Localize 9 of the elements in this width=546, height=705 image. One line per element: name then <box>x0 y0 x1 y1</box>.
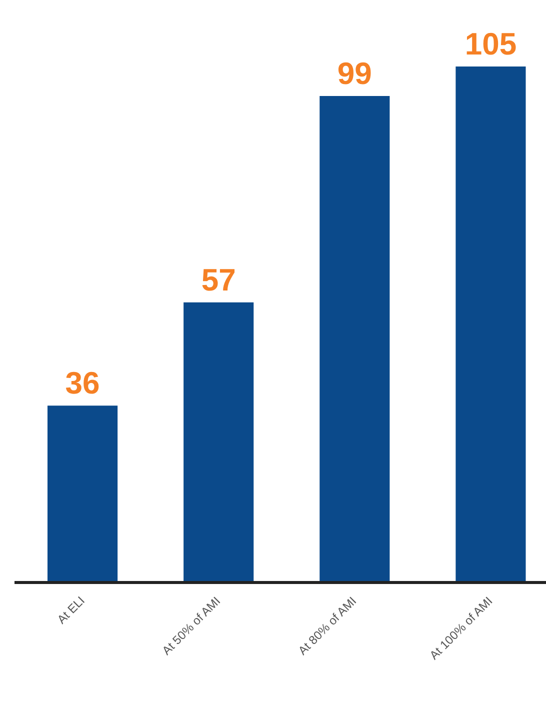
bar <box>320 96 390 582</box>
bar <box>47 406 118 582</box>
data-label: 36 <box>65 366 100 401</box>
data-label: 57 <box>201 262 236 298</box>
data-label: 105 <box>464 26 517 62</box>
bar <box>184 302 254 582</box>
x-tick-label: At ELI <box>54 594 88 627</box>
data-label: 99 <box>337 56 372 92</box>
bar <box>456 66 526 582</box>
